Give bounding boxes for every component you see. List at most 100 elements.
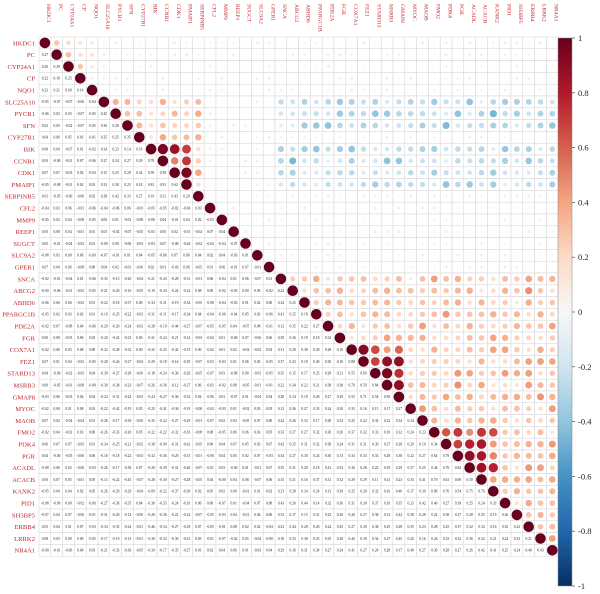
- correlation-circle: [290, 181, 296, 188]
- correlation-circle: [255, 41, 259, 45]
- correlation-circle: [161, 41, 164, 44]
- correlation-value: -0.01: [206, 466, 214, 470]
- correlation-circle: [183, 111, 190, 117]
- correlation-circle: [384, 276, 390, 282]
- correlation-value: 0.88: [349, 360, 355, 364]
- correlation-circle: [419, 299, 426, 306]
- correlation-circle: [467, 300, 472, 305]
- correlation-circle: [370, 357, 380, 366]
- correlation-circle: [149, 65, 153, 68]
- correlation-circle: [433, 254, 436, 257]
- correlation-circle: [432, 206, 436, 210]
- row-label: CFL2: [20, 206, 35, 213]
- correlation-value: 0.41: [419, 478, 425, 482]
- correlation-circle: [374, 265, 377, 269]
- correlation-circle: [419, 393, 426, 400]
- correlation-circle: [409, 136, 412, 139]
- correlation-value: 0.44: [290, 525, 296, 529]
- correlation-circle: [209, 41, 212, 44]
- correlation-circle: [407, 98, 414, 105]
- correlation-circle: [410, 66, 412, 67]
- correlation-value: 0.04: [42, 136, 48, 140]
- correlation-circle: [443, 323, 450, 330]
- correlation-value: 0.00: [231, 490, 237, 494]
- correlation-circle: [393, 380, 404, 391]
- column-labels: HKDC1 PC CYP24A1 CP NQO1 SLC25A10 PYCR1 SFN CYP2…: [45, 4, 558, 32]
- correlation-circle: [490, 169, 497, 176]
- correlation-circle: [502, 453, 508, 459]
- correlation-circle: [537, 275, 544, 282]
- correlation-value: -0.18: [147, 372, 155, 376]
- correlation-value: 0.01: [242, 395, 248, 399]
- correlation-value: 0.31: [278, 348, 284, 352]
- correlation-circle: [395, 181, 402, 188]
- correlation-circle: [408, 146, 414, 152]
- correlation-value: -0.16: [100, 454, 108, 458]
- correlation-value: 0.31: [313, 513, 319, 517]
- correlation-circle: [303, 254, 306, 256]
- correlation-circle: [516, 242, 518, 245]
- correlation-value: 0.07: [207, 230, 213, 234]
- correlation-circle: [408, 158, 413, 164]
- correlation-value: 0.04: [42, 454, 48, 458]
- correlation-value: -0.17: [112, 466, 120, 470]
- correlation-value: -0.03: [136, 324, 144, 328]
- correlation-value: 0.78: [148, 159, 154, 163]
- correlation-value: -0.01: [230, 265, 238, 269]
- correlation-circle: [537, 429, 544, 436]
- correlation-circle: [490, 323, 496, 329]
- correlation-circle: [337, 323, 343, 329]
- correlation-value: -0.03: [254, 549, 262, 553]
- correlation-value: -0.02: [77, 301, 85, 305]
- correlation-value: 0.06: [195, 501, 201, 505]
- correlation-circle: [384, 311, 391, 318]
- correlation-value: -0.04: [100, 206, 108, 210]
- correlation-circle: [53, 40, 60, 46]
- correlation-circle: [268, 231, 270, 233]
- correlation-circle: [456, 253, 460, 257]
- correlation-value: -0.30: [171, 372, 179, 376]
- correlation-value: -0.22: [159, 490, 167, 494]
- correlation-circle: [291, 77, 294, 80]
- correlation-value: 0.05: [42, 230, 48, 234]
- column-label: SH3BP5: [517, 4, 523, 24]
- correlation-circle: [362, 194, 365, 198]
- correlation-circle: [396, 299, 402, 306]
- column-label: ABCG2: [293, 4, 299, 23]
- correlation-value: -0.29: [183, 419, 191, 423]
- correlation-value: -0.00: [41, 289, 49, 293]
- correlation-value: 0.04: [77, 395, 83, 399]
- correlation-circle: [409, 254, 412, 257]
- correlation-circle: [122, 120, 133, 131]
- row-label: CCNB1: [14, 158, 35, 165]
- correlation-circle: [256, 230, 259, 233]
- correlation-circle: [488, 427, 498, 437]
- correlation-value: 0.29: [349, 478, 355, 482]
- column-label: REEP1: [234, 4, 240, 21]
- correlation-value: 0.04: [219, 230, 225, 234]
- column-label: NR4A1: [553, 4, 559, 22]
- correlation-value: -0.24: [124, 324, 132, 328]
- correlation-value: -0.24: [124, 395, 132, 399]
- correlation-value: 0.07: [54, 324, 60, 328]
- correlation-circle: [476, 451, 487, 461]
- correlation-circle: [279, 253, 283, 257]
- correlation-value: 0.18: [136, 183, 142, 187]
- correlation-circle: [290, 123, 295, 128]
- correlation-value: -0.05: [41, 218, 49, 222]
- correlation-value: 0.28: [384, 549, 390, 553]
- correlation-value: -0.32: [147, 454, 155, 458]
- correlation-value: 0.26: [467, 549, 473, 553]
- correlation-value: 0.01: [231, 277, 237, 281]
- correlation-value: -0.36: [171, 395, 179, 399]
- correlation-value: -0.02: [77, 501, 85, 505]
- correlation-value: 0.26: [360, 466, 366, 470]
- correlation-circle: [172, 122, 178, 129]
- correlation-value: 0.26: [431, 537, 437, 541]
- correlation-circle: [208, 124, 212, 127]
- correlation-circle: [445, 254, 448, 257]
- correlation-circle: [502, 299, 508, 306]
- correlation-circle: [278, 182, 284, 187]
- correlation-value: 0.23: [290, 360, 296, 364]
- correlation-circle: [515, 53, 519, 56]
